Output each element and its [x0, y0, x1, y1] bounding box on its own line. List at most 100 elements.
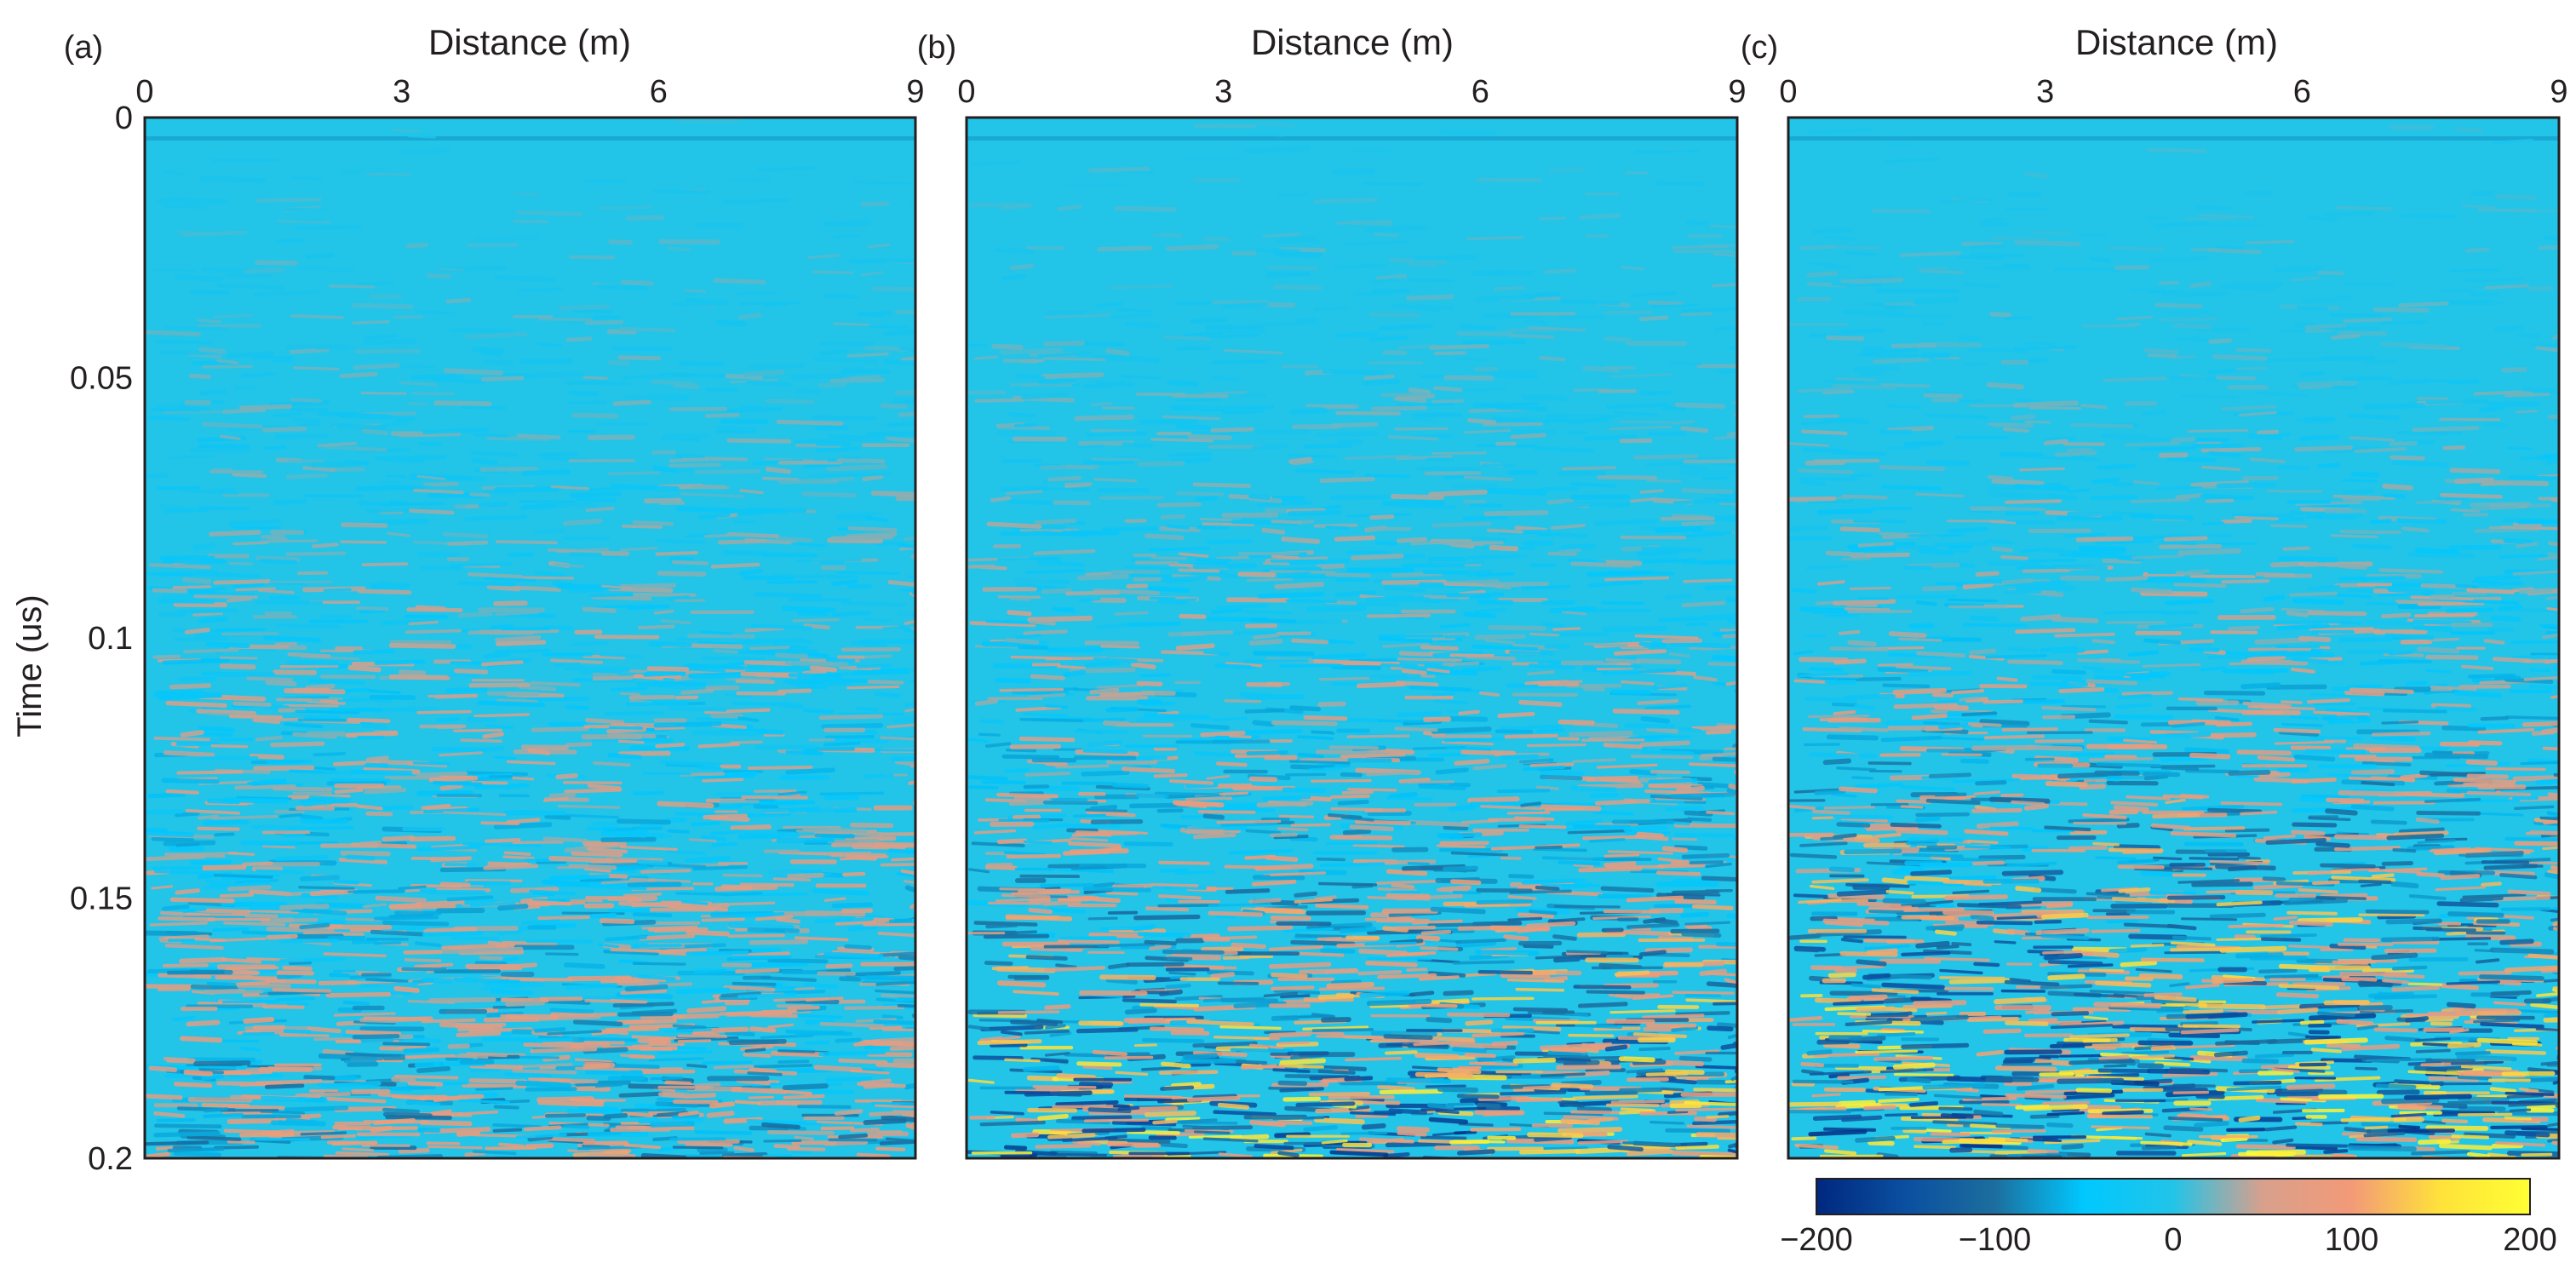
- panel-b-reflection-streak: [1028, 907, 1053, 915]
- panel-a-reflection-streak: [290, 313, 344, 319]
- panel-b-reflection-streak: [1298, 752, 1324, 759]
- panel-b-reflection-streak: [1037, 352, 1093, 358]
- panel-b-reflection-streak: [1667, 1110, 1689, 1114]
- panel-a-reflection-streak: [611, 1063, 661, 1070]
- panel-a-reflection-streak: [677, 1039, 712, 1043]
- panel-a-reflection-streak: [794, 1135, 815, 1140]
- panel-a-reflection-streak: [293, 366, 340, 371]
- panel-a-reflection-streak: [520, 744, 569, 750]
- panel-a-reflection-streak: [815, 441, 852, 447]
- panel-a-reflection-streak: [470, 450, 518, 457]
- panel-b-reflection-streak: [1566, 430, 1588, 435]
- panel-a-reflection-streak: [638, 933, 696, 941]
- panel-b-reflection-streak: [1294, 898, 1334, 904]
- panel-b-reflection-streak: [1178, 568, 1220, 573]
- panel-b-reflection-streak: [1222, 301, 1269, 309]
- panel-a-reflection-streak: [237, 985, 291, 990]
- panel-b-reflection-streak: [1311, 1030, 1345, 1036]
- panel-a-reflection-streak: [255, 555, 301, 562]
- panel-a-x-axis-label: Distance (m): [428, 22, 631, 62]
- panel-a-reflection-streak: [620, 279, 654, 286]
- panel-b-reflection-streak: [1638, 641, 1667, 647]
- panel-a-reflection-streak: [627, 604, 669, 611]
- panel-b-reflection-streak: [1585, 775, 1639, 782]
- panel-a-reflection-streak: [406, 133, 437, 139]
- panel-b-reflection-streak: [1684, 921, 1731, 926]
- panel-b-reflection-streak: [1431, 692, 1455, 697]
- panel-a-reflection-streak: [520, 503, 557, 510]
- panel-a-reflection-streak: [329, 778, 392, 784]
- panel-a-reflection-streak: [775, 652, 809, 659]
- panel-b-reflection-streak: [1249, 1043, 1284, 1049]
- panel-b-reflection-streak: [1124, 322, 1161, 329]
- panel-c-reflection-streak: [2125, 534, 2187, 540]
- panel-c-reflection-streak: [2417, 646, 2460, 654]
- panel-a-reflection-streak: [672, 1024, 707, 1030]
- panel-a-reflection-streak: [239, 1132, 295, 1138]
- panel-b-reflection-streak: [1681, 600, 1726, 608]
- panel-a-reflection-streak: [875, 980, 915, 986]
- panel-a-reflection-streak: [574, 1079, 631, 1087]
- panel-b-reflection-streak: [1023, 840, 1053, 845]
- panel-a-reflection-streak: [609, 726, 643, 730]
- panel-a-reflection-streak: [795, 1030, 846, 1037]
- panel-b-reflection-streak: [1377, 719, 1432, 724]
- panel-b-reflection-streak: [1476, 888, 1533, 893]
- panel-a-reflection-streak: [163, 1056, 196, 1063]
- panel-a-reflection-streak: [218, 1039, 260, 1043]
- panel-b-reflection-streak: [1480, 804, 1543, 811]
- panel-a-reflection-streak: [606, 727, 647, 734]
- panel-b-reflection-streak: [1420, 1135, 1467, 1140]
- panel-b-reflection-streak: [1575, 1023, 1623, 1030]
- panel-c-reflection-streak: [1797, 468, 1854, 474]
- panel-b-reflection-streak: [1712, 756, 1737, 762]
- panel-a-reflection-streak: [418, 441, 442, 446]
- panel-a-reflection-streak: [731, 981, 777, 986]
- panel-c-reflection-streak: [2349, 436, 2395, 442]
- panel-a-reflection-streak: [180, 1036, 223, 1043]
- panel-a-reflection-streak: [622, 1111, 654, 1117]
- panel-a-reflection-streak: [333, 880, 359, 885]
- panel-b-reflection-streak: [1487, 369, 1539, 376]
- panel-b-reflection-streak: [1579, 213, 1621, 220]
- panel-a-reflection-streak: [364, 762, 389, 768]
- panel-b-reflection-streak: [1412, 919, 1463, 925]
- panel-b-reflection-streak: [1452, 484, 1499, 489]
- panel-c-reflection-streak: [2398, 827, 2445, 834]
- panel-b-reflection-streak: [1288, 456, 1312, 464]
- panel-b-reflection-streak: [1434, 699, 1468, 704]
- panel-b-reflection-streak: [1337, 800, 1369, 806]
- panel-a-reflection-streak: [351, 939, 378, 944]
- panel-b-reflection-streak: [1335, 1148, 1395, 1154]
- panel-a-reflection-streak: [570, 1042, 611, 1049]
- panel-a-reflection-streak: [153, 736, 221, 742]
- panel-a-reflection-streak: [156, 1118, 196, 1122]
- panel-c-reflection-streak: [1992, 422, 2034, 428]
- panel-a-reflection-streak: [659, 372, 726, 378]
- panel-a-reflection-streak: [903, 536, 915, 542]
- panel-b-reflection-streak: [999, 887, 1046, 892]
- panel-a-reflection-streak: [515, 1080, 571, 1088]
- panel-b-reflection-streak: [1532, 847, 1587, 853]
- panel-b-reflection-streak: [1328, 745, 1379, 750]
- panel-a-reflection-streak: [362, 428, 388, 435]
- panel-a-reflection-streak: [382, 835, 415, 842]
- panel-b-reflection-streak: [1111, 1121, 1177, 1127]
- panel-a-reflection-streak: [612, 1002, 674, 1008]
- panel-a-reflection-streak: [688, 838, 717, 842]
- panel-b-reflection-streak: [1001, 459, 1041, 463]
- panel-a-reflection-streak: [887, 580, 915, 587]
- panel-b-reflection-streak: [1442, 865, 1479, 872]
- panel-a-reflection-streak: [150, 407, 210, 412]
- panel-a-reflection-streak: [475, 1087, 513, 1091]
- panel-b-reflection-streak: [1678, 1055, 1713, 1062]
- panel-b-reflection-streak: [1329, 1150, 1389, 1157]
- panel-a-reflection-streak: [302, 930, 364, 937]
- panel-a-reflection-streak: [715, 791, 769, 795]
- panel-b-reflection-streak: [1334, 590, 1377, 598]
- panel-b-reflection-streak: [1449, 879, 1482, 886]
- panel-a-reflection-streak: [223, 1128, 284, 1134]
- panel-a-reflection-streak: [227, 852, 255, 856]
- panel-b-reflection-streak: [1522, 765, 1565, 772]
- panel-b-reflection-streak: [1653, 904, 1698, 909]
